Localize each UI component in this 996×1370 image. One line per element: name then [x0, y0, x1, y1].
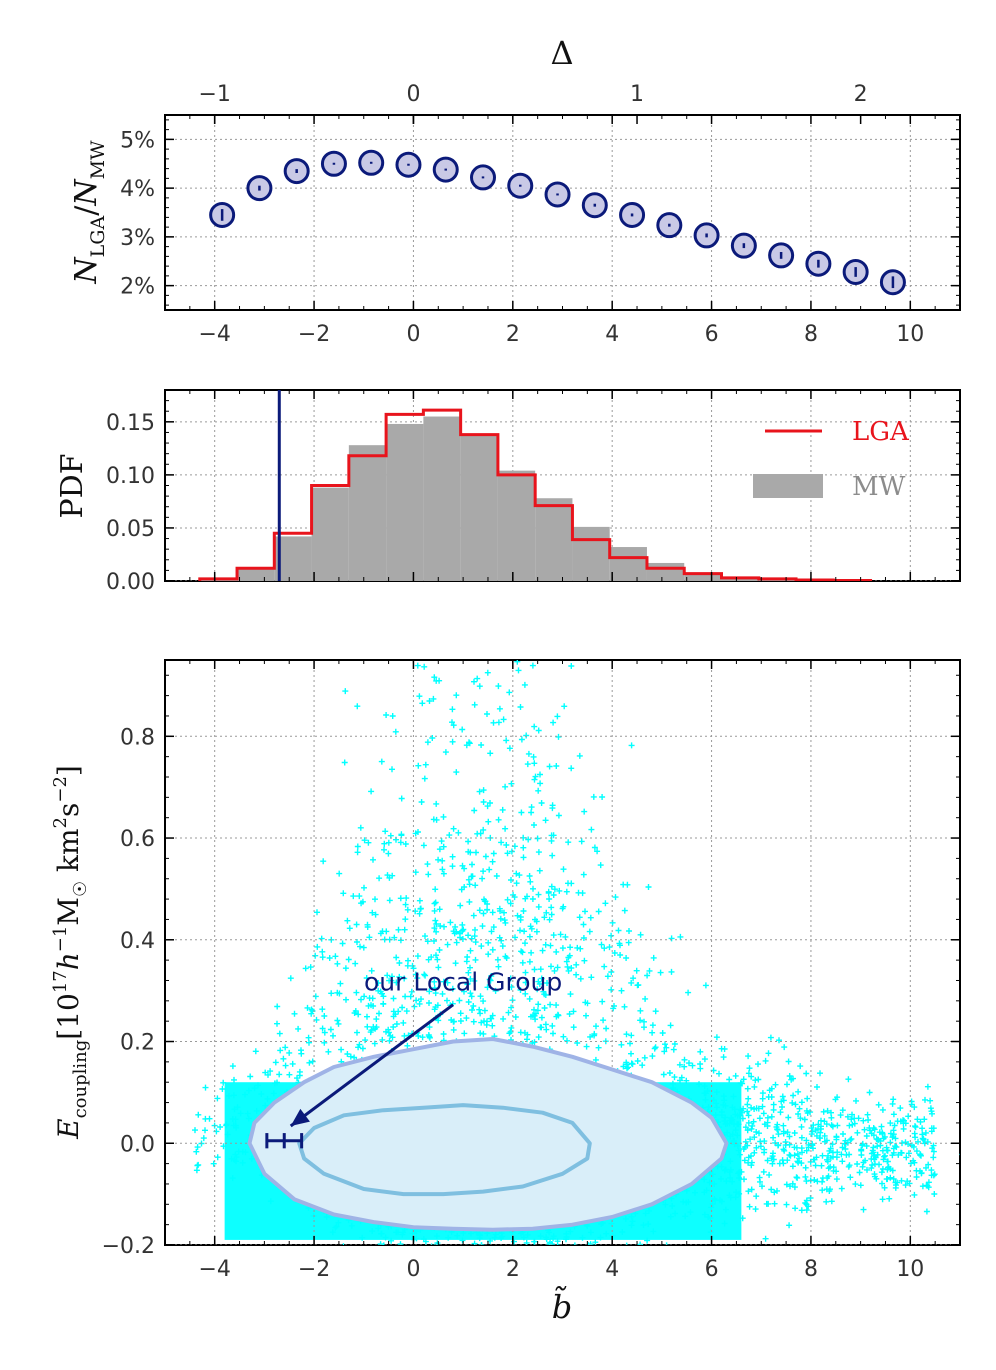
- mw-histogram-bar: [460, 434, 498, 581]
- top-y-tick-label: 5%: [120, 128, 155, 153]
- top-x-axis: −4 −2 0 2 4 6 8 10: [164, 115, 961, 347]
- mw-histogram-bar: [423, 416, 461, 581]
- mw-histogram-bar: [311, 487, 349, 581]
- outer-contour: [247, 1037, 729, 1232]
- svg-text:Ecoupling[1017h−1M☉ km2s−2]: Ecoupling[1017h−1M☉ km2s−2]: [50, 765, 91, 1140]
- bottom-x-tick-label: −2: [298, 1257, 330, 1282]
- bottom-y-tick-label: 0.6: [120, 827, 155, 852]
- svg-text:b̃: b̃: [552, 1287, 572, 1326]
- mw-histogram-bar: [348, 445, 387, 581]
- bottom-y-tick-label: −0.2: [102, 1234, 155, 1259]
- bottom-x-tick-label: 2: [506, 1257, 520, 1282]
- mw-histogram-bar: [572, 526, 610, 581]
- middle-histograms: [198, 390, 873, 581]
- delta-tick-label: −1: [198, 82, 230, 107]
- top-x-tick-label: 2: [506, 322, 520, 347]
- bottom-y-tick-label: 0.0: [120, 1132, 155, 1157]
- middle-y-tick-label: 0.10: [106, 464, 155, 489]
- annotation-label: our Local Group: [364, 968, 562, 997]
- annotation-arrow-shaft: [289, 1003, 455, 1128]
- bottom-y-tick-label: 0.2: [120, 1031, 155, 1056]
- local-group-annotation: our Local Group: [289, 968, 562, 1128]
- top-x-tick-label: 6: [705, 322, 719, 347]
- bottom-x-label: b̃: [552, 1287, 572, 1326]
- annotation-arrow-head: [290, 1108, 310, 1126]
- panel-top-frame: [164, 114, 961, 311]
- top-x-tick-label: 4: [605, 322, 619, 347]
- top-x-tick-label: −2: [298, 322, 330, 347]
- bottom-y-axis: −0.2 0.0 0.2 0.4 0.6 0.8: [102, 674, 960, 1259]
- svg-text:NLGA/NMW: NLGA/NMW: [69, 140, 109, 285]
- mw-histogram-bar: [535, 498, 573, 581]
- bottom-x-tick-label: 6: [705, 1257, 719, 1282]
- local-group-point: [265, 1133, 304, 1149]
- bottom-x-tick-label: 0: [406, 1257, 420, 1282]
- middle-legend: LGA MW: [753, 417, 910, 502]
- bottom-x-tick-label: −4: [198, 1257, 230, 1282]
- middle-y-tick-label: 0.00: [106, 570, 155, 595]
- middle-y-label: PDF: [55, 453, 90, 518]
- mw-histogram-bar: [684, 572, 722, 581]
- legend-lga-label: LGA: [852, 417, 910, 447]
- top-y-label: NLGA/NMW: [69, 140, 109, 285]
- bottom-x-tick-label: 4: [605, 1257, 619, 1282]
- middle-y-axis: 0.00 0.05 0.10 0.15: [106, 400, 960, 595]
- top-y-tick-label: 3%: [120, 226, 155, 251]
- mw-histogram-bar: [237, 567, 275, 581]
- bottom-x-axis: −4 −2 0 2 4 6 8 10: [164, 660, 961, 1282]
- mw-histogram-bar: [386, 423, 424, 581]
- mw-histogram-bar: [199, 579, 238, 581]
- bottom-y-tick-label: 0.8: [120, 725, 155, 750]
- middle-x-axis: [164, 390, 961, 581]
- top-x-tick-label: 0: [406, 322, 420, 347]
- delta-tick-label: 1: [630, 82, 644, 107]
- top-y-axis: 2% 3% 4% 5%: [120, 119, 960, 306]
- delta-tick-label: 0: [406, 82, 420, 107]
- bottom-y-label: Ecoupling[1017h−1M☉ km2s−2]: [50, 765, 91, 1140]
- mw-histogram-bar: [646, 562, 685, 581]
- top-x-tick-label: 10: [896, 322, 924, 347]
- bottom-y-tick-label: 0.4: [120, 929, 155, 954]
- top-x-tick-label: 8: [804, 322, 818, 347]
- middle-y-tick-label: 0.15: [106, 411, 155, 436]
- legend-mw-swatch: [753, 474, 823, 498]
- top-x-tick-label: −4: [198, 322, 230, 347]
- panel-bottom: our Local Group −4 −2 0 2 4 6 8 10 −0.2 0.0 0.2 0.…: [50, 659, 961, 1326]
- delta-tick-label: 2: [854, 82, 868, 107]
- top-y-tick-label: 2%: [120, 275, 155, 300]
- panel-top: −4 −2 0 2 4 6 8 10 2% 3% 4% 5% −1 0 1 2 Δ NLGA/NMW: [69, 34, 961, 347]
- bottom-x-tick-label: 10: [896, 1257, 924, 1282]
- top-ratio-points: [209, 149, 906, 296]
- top-delta-label: Δ: [550, 34, 573, 72]
- middle-y-tick-label: 0.05: [106, 517, 155, 542]
- mw-histogram-bar: [497, 470, 536, 581]
- legend-mw-label: MW: [852, 472, 906, 502]
- top-y-tick-label: 4%: [120, 177, 155, 202]
- panel-middle: 0.00 0.05 0.10 0.15 PDF LGA MW: [55, 389, 961, 595]
- lga-histogram-step: [198, 408, 873, 581]
- top-delta-axis: −1 0 1 2: [198, 82, 868, 124]
- bottom-contours: [247, 1037, 729, 1232]
- bottom-x-tick-label: 8: [804, 1257, 818, 1282]
- mw-histogram-bar: [609, 547, 647, 581]
- inner-contour: [297, 1103, 592, 1197]
